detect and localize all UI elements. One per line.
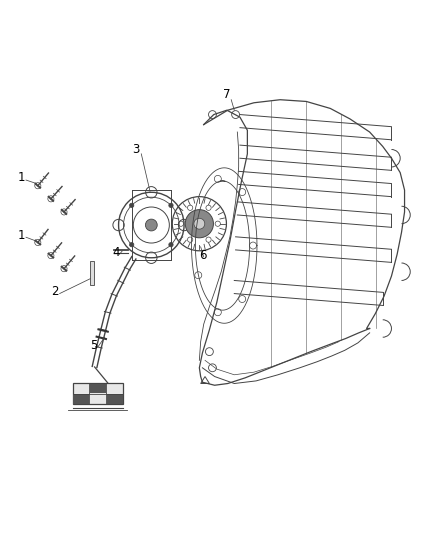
Bar: [73, 394, 89, 403]
Circle shape: [130, 203, 134, 207]
Text: 1: 1: [17, 229, 25, 242]
Bar: [73, 383, 123, 404]
Text: 4: 4: [112, 246, 120, 259]
Circle shape: [169, 243, 173, 247]
Text: 3: 3: [132, 143, 139, 156]
Circle shape: [185, 209, 213, 238]
Bar: [90, 384, 106, 393]
Bar: [106, 394, 123, 403]
Text: 6: 6: [199, 248, 207, 262]
Circle shape: [145, 219, 157, 231]
Circle shape: [194, 219, 205, 229]
Text: 1: 1: [17, 172, 25, 184]
Circle shape: [169, 203, 173, 207]
Circle shape: [130, 243, 134, 247]
Text: 7: 7: [223, 88, 231, 101]
FancyBboxPatch shape: [90, 261, 94, 285]
Text: 5: 5: [90, 340, 98, 352]
Text: 2: 2: [51, 285, 58, 298]
